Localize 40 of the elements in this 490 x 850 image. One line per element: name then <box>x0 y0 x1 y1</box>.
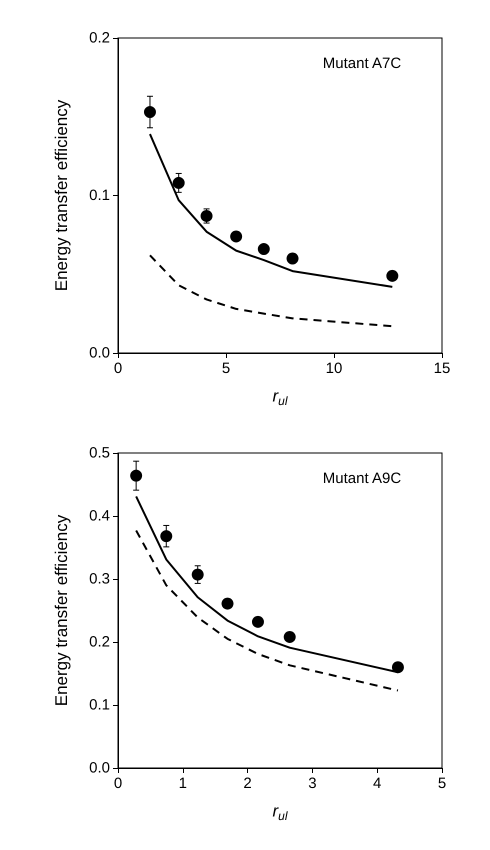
point <box>258 243 270 256</box>
point <box>392 661 404 674</box>
y-tick-label: 0.0 <box>89 344 110 362</box>
y-axis-title: Energy transfer efficiency <box>52 99 71 292</box>
point <box>252 616 264 628</box>
point <box>144 106 156 118</box>
point <box>192 568 204 581</box>
point <box>286 252 299 264</box>
point <box>172 176 185 189</box>
point <box>230 230 242 242</box>
annotation: Mutant A7C <box>322 55 402 72</box>
x-tick-label: 5 <box>438 775 446 792</box>
point <box>284 630 296 643</box>
y-tick-label: 0.4 <box>89 508 110 524</box>
y-tick-label: 0.5 <box>89 444 110 462</box>
point <box>130 470 142 482</box>
point <box>200 210 213 222</box>
x-tick-label: 3 <box>308 775 317 792</box>
annotation: Mutant A9C <box>322 470 402 487</box>
point <box>160 530 172 542</box>
line-series <box>148 133 394 288</box>
x-tick-label: 10 <box>326 360 342 377</box>
point <box>386 270 398 282</box>
x-tick-label: 2 <box>243 775 252 792</box>
y-tick-label: 0.1 <box>89 187 110 204</box>
line-series <box>135 529 399 692</box>
x-tick-label: 15 <box>434 360 450 377</box>
y-tick-label: 0.3 <box>89 570 110 588</box>
y-tick-label: 0.1 <box>89 696 110 714</box>
y-tick-label: 0.2 <box>89 30 110 46</box>
y-tick-label: 0.0 <box>89 760 110 776</box>
y-tick-label: 0.2 <box>89 634 110 650</box>
x-tick-label: 1 <box>178 775 187 792</box>
x-tick-label: 0 <box>114 775 122 792</box>
x-tick-label: 5 <box>222 360 230 377</box>
x-tick-label: 0 <box>114 360 122 377</box>
line-series <box>148 254 394 328</box>
x-tick-label: 4 <box>373 775 382 792</box>
y-axis-title: Energy transfer efficiency <box>52 514 71 706</box>
point <box>222 598 234 610</box>
